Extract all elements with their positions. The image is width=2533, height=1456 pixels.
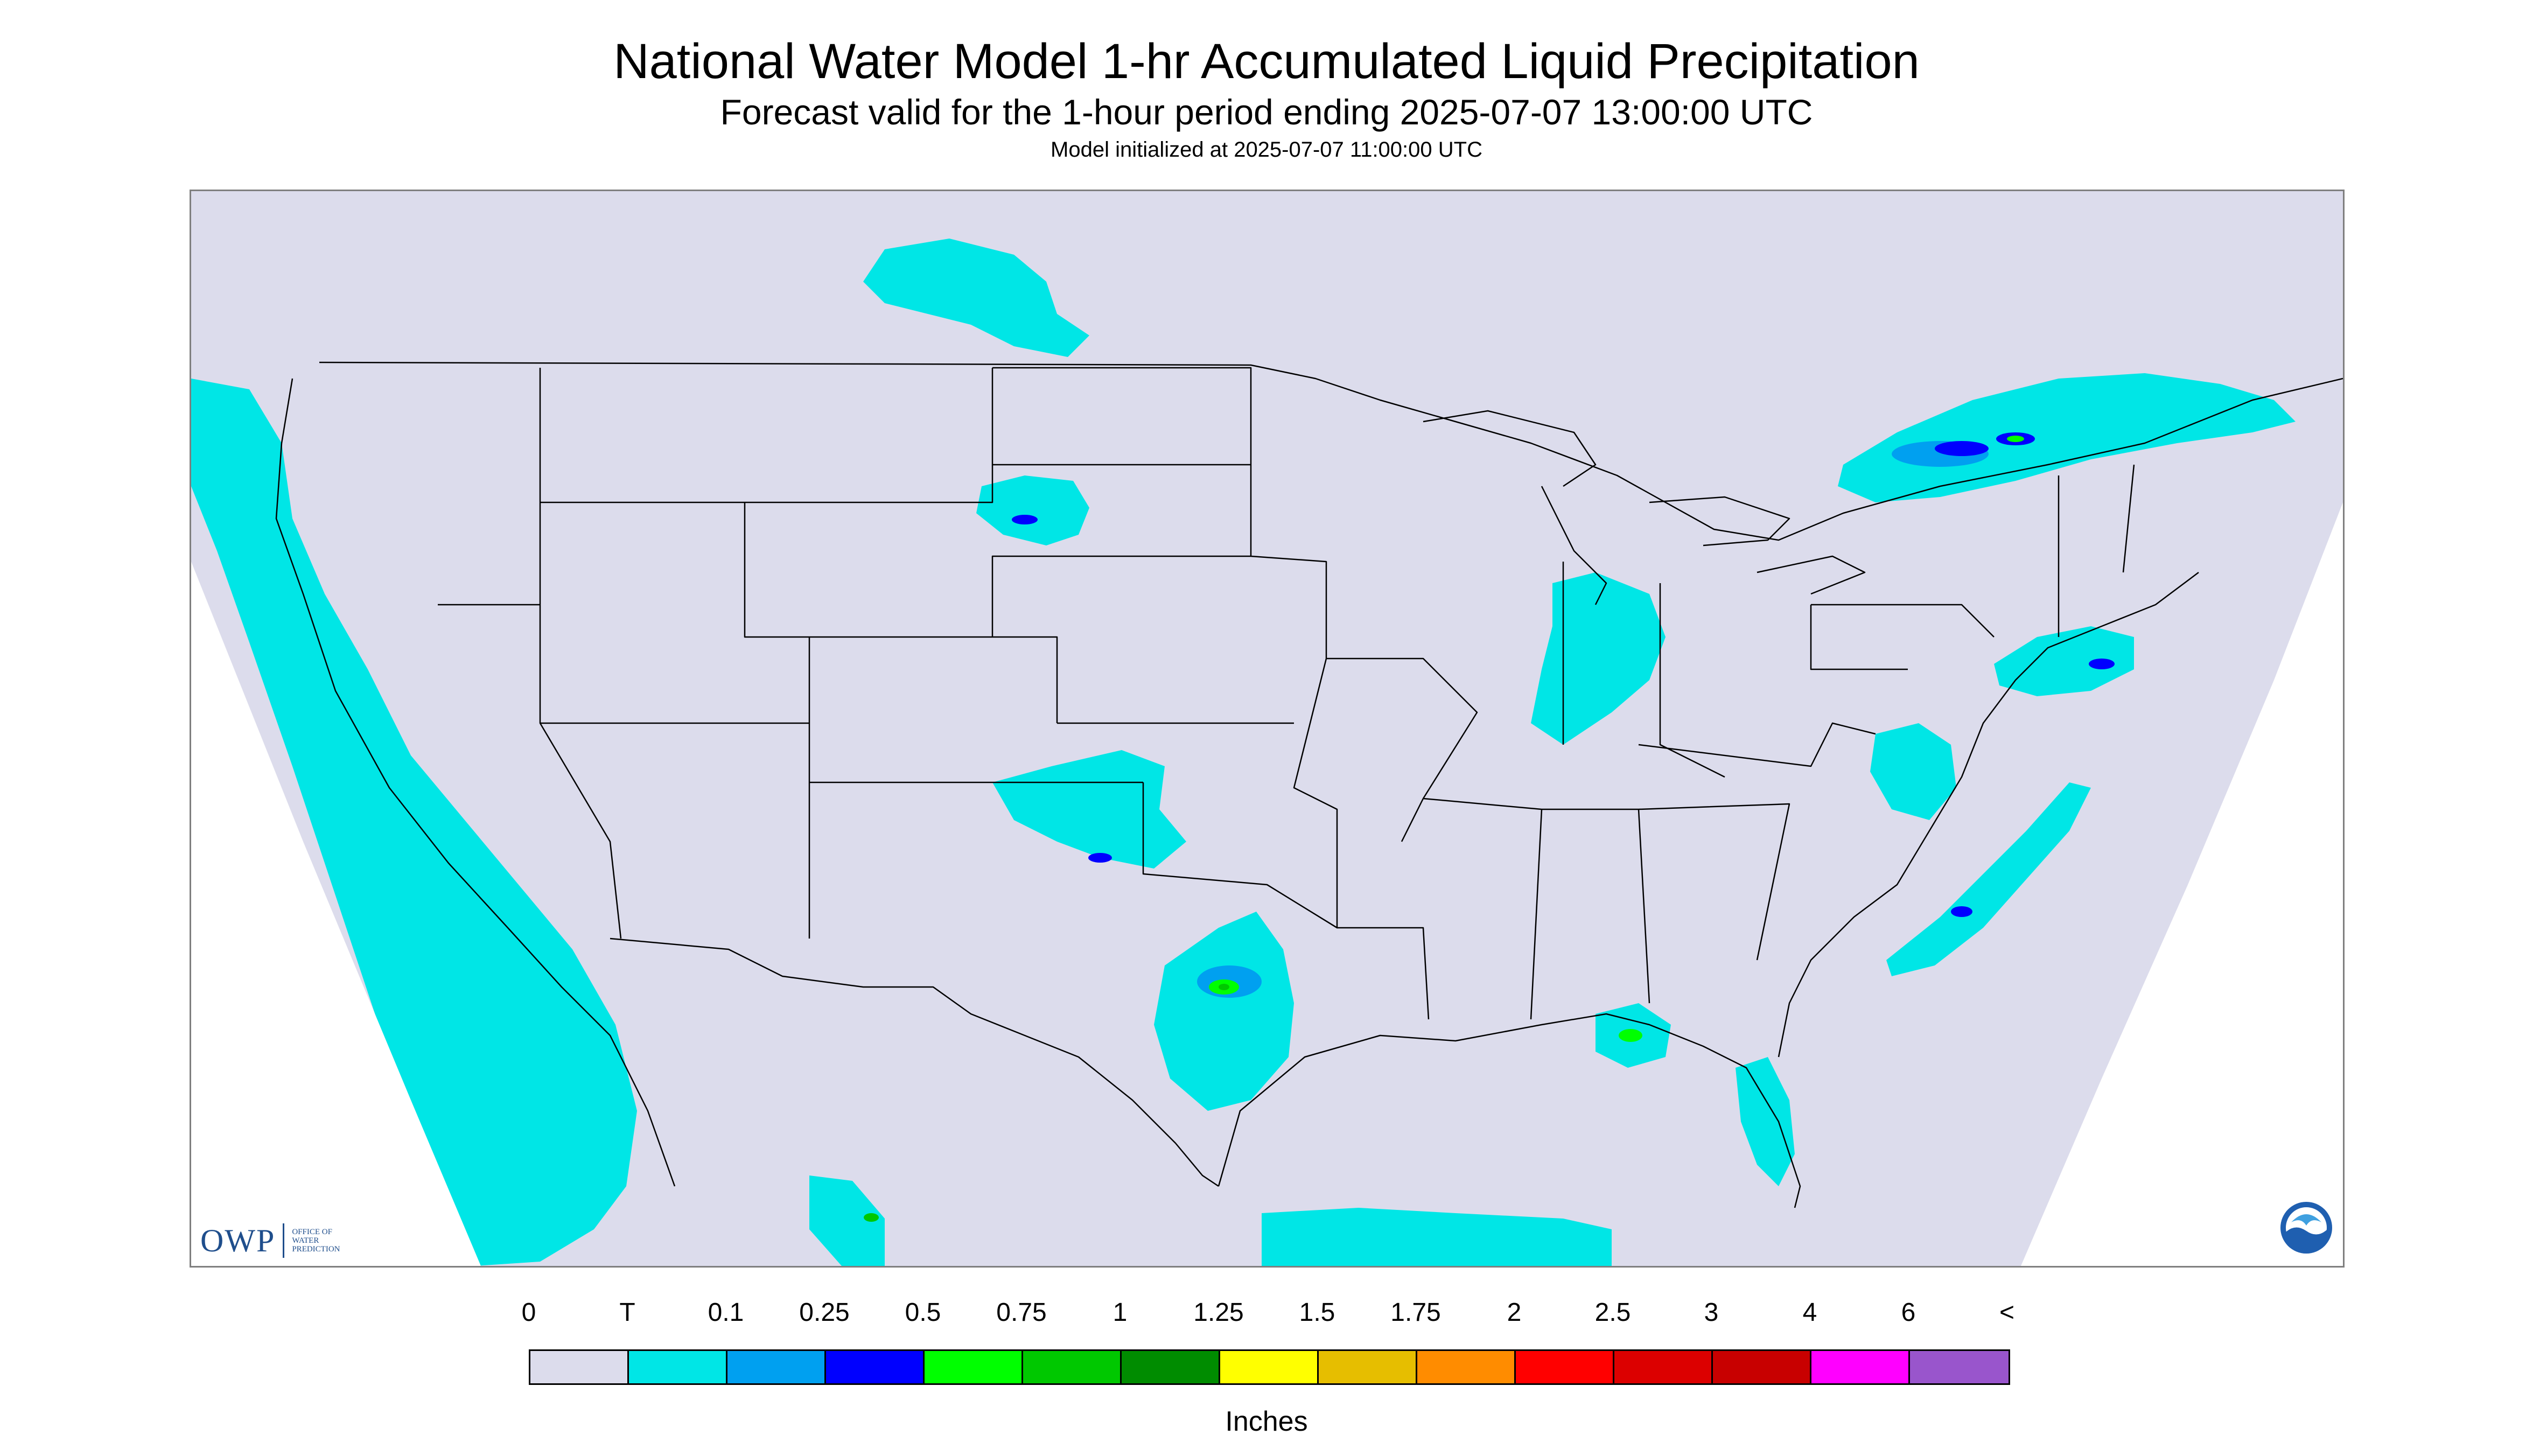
core-quebec: [1935, 441, 1989, 456]
precip-area-new-jersey: [1994, 626, 2134, 696]
legend-label: 6: [1901, 1298, 1916, 1327]
legend-label: 0.25: [799, 1298, 850, 1327]
core-texas-peak: [1219, 984, 1229, 990]
precip-area-southern-canada: [863, 239, 1089, 357]
legend-swatch: [1417, 1351, 1516, 1383]
legend-label: 3: [1704, 1298, 1719, 1327]
state-lines-west: [438, 368, 1143, 939]
west-coast: [275, 378, 676, 1187]
legend-swatch: [1910, 1351, 2009, 1383]
precip-area-western-mexico: [809, 1175, 885, 1266]
legend-label: 2.5: [1594, 1298, 1631, 1327]
legend-swatch: [1713, 1351, 1811, 1383]
legend-units: Inches: [1225, 1406, 1308, 1437]
legend-label: T: [619, 1298, 635, 1327]
legend-label: 1.5: [1299, 1298, 1335, 1327]
owp-logo-subtext: OFFICE OF WATER PREDICTION: [292, 1228, 340, 1254]
domain-edge-right: [2021, 502, 2343, 1266]
core-florida-panhandle: [1619, 1029, 1642, 1042]
precip-area-carolina-offshore: [1886, 782, 2091, 976]
noaa-logo: [2280, 1202, 2332, 1254]
forecast-valid-subtitle: Forecast valid for the 1-hour period end…: [720, 92, 1813, 132]
core-western-mexico: [864, 1213, 879, 1222]
legend-swatch: [1023, 1351, 1122, 1383]
legend-colorbar: [529, 1349, 2010, 1385]
legend-swatch: [1319, 1351, 1417, 1383]
precipitation-areas: [191, 239, 2296, 1266]
legend-swatch: [530, 1351, 629, 1383]
legend-label: 1.25: [1193, 1298, 1244, 1327]
legend-label: 1.75: [1390, 1298, 1441, 1327]
precip-area-pacific-northwest: [191, 379, 637, 1266]
coastline-gulf-atlantic: [1217, 572, 2199, 1208]
legend-swatch: [1811, 1351, 1910, 1383]
canada-us-border: [319, 361, 2343, 541]
legend-swatch: [1122, 1351, 1220, 1383]
legend-swatch: [1516, 1351, 1614, 1383]
legend-labels: 0 T 0.1 0.25 0.5 0.75 1 1.25 1.5 1.75 2 2.5 3 4 6 <: [0, 1298, 2533, 1335]
core-carolina: [1951, 906, 1972, 917]
precip-area-south-dakota: [976, 475, 1089, 545]
legend-swatch: [925, 1351, 1023, 1383]
precip-area-florida-peninsula: [1736, 1057, 1795, 1186]
precip-area-central-texas: [1154, 912, 1294, 1111]
legend-swatch: [629, 1351, 727, 1383]
core-oklahoma: [1088, 853, 1112, 863]
owp-logo: OWP OFFICE OF WATER PREDICTION: [200, 1219, 340, 1262]
core-south-dakota: [1012, 515, 1038, 524]
legend-label: <: [1999, 1298, 2015, 1327]
precip-area-quebec: [1838, 373, 2296, 502]
legend-swatch: [1220, 1351, 1319, 1383]
legend-label: 1: [1112, 1298, 1128, 1327]
legend-swatch: [1614, 1351, 1713, 1383]
legend-swatch: [826, 1351, 925, 1383]
domain-edge-left: [191, 562, 481, 1266]
state-lines-plains: [991, 367, 1478, 929]
mexico-us-border: [610, 937, 1219, 1187]
legend-label: 4: [1802, 1298, 1817, 1327]
precipitation-cores: [864, 432, 2115, 1222]
precip-area-mid-atlantic: [1870, 723, 1956, 820]
legend-label: 2: [1507, 1298, 1522, 1327]
model-initialized-note: Model initialized at 2025-07-07 11:00:00…: [1051, 138, 1482, 162]
core-new-jersey: [2089, 659, 2115, 669]
precip-area-gulf-south: [1262, 1208, 1612, 1266]
map-title: National Water Model 1-hr Accumulated Li…: [613, 34, 1920, 89]
legend-swatch: [727, 1351, 826, 1383]
map-svg: [191, 191, 2343, 1266]
great-lakes: [1423, 410, 1866, 605]
precip-area-oklahoma: [992, 750, 1186, 869]
precipitation-map: [190, 190, 2345, 1268]
legend-label: 0.75: [996, 1298, 1047, 1327]
legend-label: 0.5: [905, 1298, 941, 1327]
state-lines-east: [1337, 464, 2135, 1020]
owp-logo-text: OWP: [200, 1222, 276, 1258]
owp-logo-divider: [283, 1223, 285, 1258]
legend-label: 0.1: [708, 1298, 744, 1327]
precip-area-indiana: [1531, 572, 1666, 745]
legend-label: 0: [521, 1298, 536, 1327]
boundaries: [275, 361, 2343, 1208]
core-quebec-peak: [2007, 436, 2024, 442]
